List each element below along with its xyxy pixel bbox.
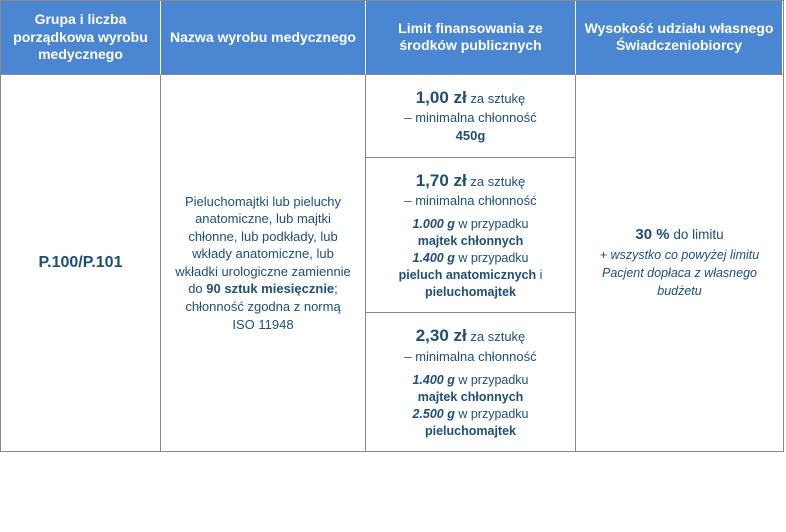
limit3-d1-weight: 1.400 g (412, 373, 454, 387)
limit2-minabs: – minimalna chłonność (376, 192, 565, 210)
header-limit: Limit finansowania ze środków publicznyc… (366, 1, 576, 75)
group-code: P.100/P.101 (39, 252, 123, 274)
limit3-d1-product: majtek chłonnych (418, 390, 524, 404)
limit3-d2-prefix: w przypadku (455, 407, 529, 421)
group-code-cell: P.100/P.101 (1, 75, 161, 452)
limit1-minabs: – minimalna chłonność (376, 109, 565, 127)
limit2-d1-prefix: w przypadku (455, 217, 529, 231)
limit-row-1: 1,00 zł za sztukę – minimalna chłonność … (366, 75, 576, 158)
own-share-note: + wszystko co powyżej limitu Pacjent dop… (600, 248, 759, 298)
limit3-minabs: – minimalna chłonność (376, 348, 565, 366)
limit2-d1-product: majtek chłonnych (418, 234, 524, 248)
header-share: Wysokość udziału własnego Świadczeniobio… (576, 1, 783, 75)
limit2-d2-weight: 1.400 g (412, 251, 454, 265)
limit3-price: 2,30 zł (416, 326, 467, 345)
own-share-cell: 30 % do limitu + wszystko co powyżej lim… (576, 75, 783, 452)
limit2-d2-prefix: w przypadku (455, 251, 529, 265)
limit2-d2-productB: pieluchomajtek (425, 285, 516, 299)
limit2-d2-join: i (536, 268, 542, 282)
own-share-text: 30 % do limitu + wszystko co powyżej lim… (590, 225, 769, 300)
limit3-d2-product: pieluchomajtek (425, 424, 516, 438)
product-name-cell: Pieluchomajtki lub pieluchy anatomiczne,… (161, 75, 366, 452)
limit3-d1-prefix: w przypadku (455, 373, 529, 387)
limit1-price: 1,00 zł (416, 88, 467, 107)
own-share-percent: 30 % (635, 226, 669, 243)
limits-column: 1,00 zł za sztukę – minimalna chłonność … (366, 75, 576, 452)
product-name-text: Pieluchomajtki lub pieluchy anatomiczne,… (175, 193, 351, 333)
limit2-d1-weight: 1.000 g (412, 217, 454, 231)
limit2-unit: za sztukę (467, 174, 526, 189)
limit-row-2: 1,70 zł za sztukę – minimalna chłonność … (366, 158, 576, 314)
header-product-label: Nazwa wyrobu medycznego (170, 29, 356, 47)
header-limit-label: Limit finansowania ze środków publicznyc… (374, 20, 567, 55)
limit3-unit: za sztukę (467, 329, 526, 344)
header-group: Grupa i liczba porządkowa wyrobu medyczn… (1, 1, 161, 75)
header-share-label: Wysokość udziału własnego Świadczeniobio… (584, 20, 774, 55)
header-product: Nazwa wyrobu medycznego (161, 1, 366, 75)
limit2-price: 1,70 zł (416, 171, 467, 190)
product-qty: 90 sztuk miesięcznie (206, 281, 334, 296)
limit-row-3: 2,30 zł za sztukę – minimalna chłonność … (366, 313, 576, 451)
limit1-abs: 450g (376, 127, 565, 145)
limit3-d2-weight: 2.500 g (412, 407, 454, 421)
header-group-label: Grupa i liczba porządkowa wyrobu medyczn… (9, 11, 152, 64)
pricing-table: Grupa i liczba porządkowa wyrobu medyczn… (0, 0, 784, 452)
limit2-d2-productA: pieluch anatomicznych (399, 268, 537, 282)
own-share-tolimit: do limitu (670, 227, 724, 242)
limit1-unit: za sztukę (467, 91, 526, 106)
